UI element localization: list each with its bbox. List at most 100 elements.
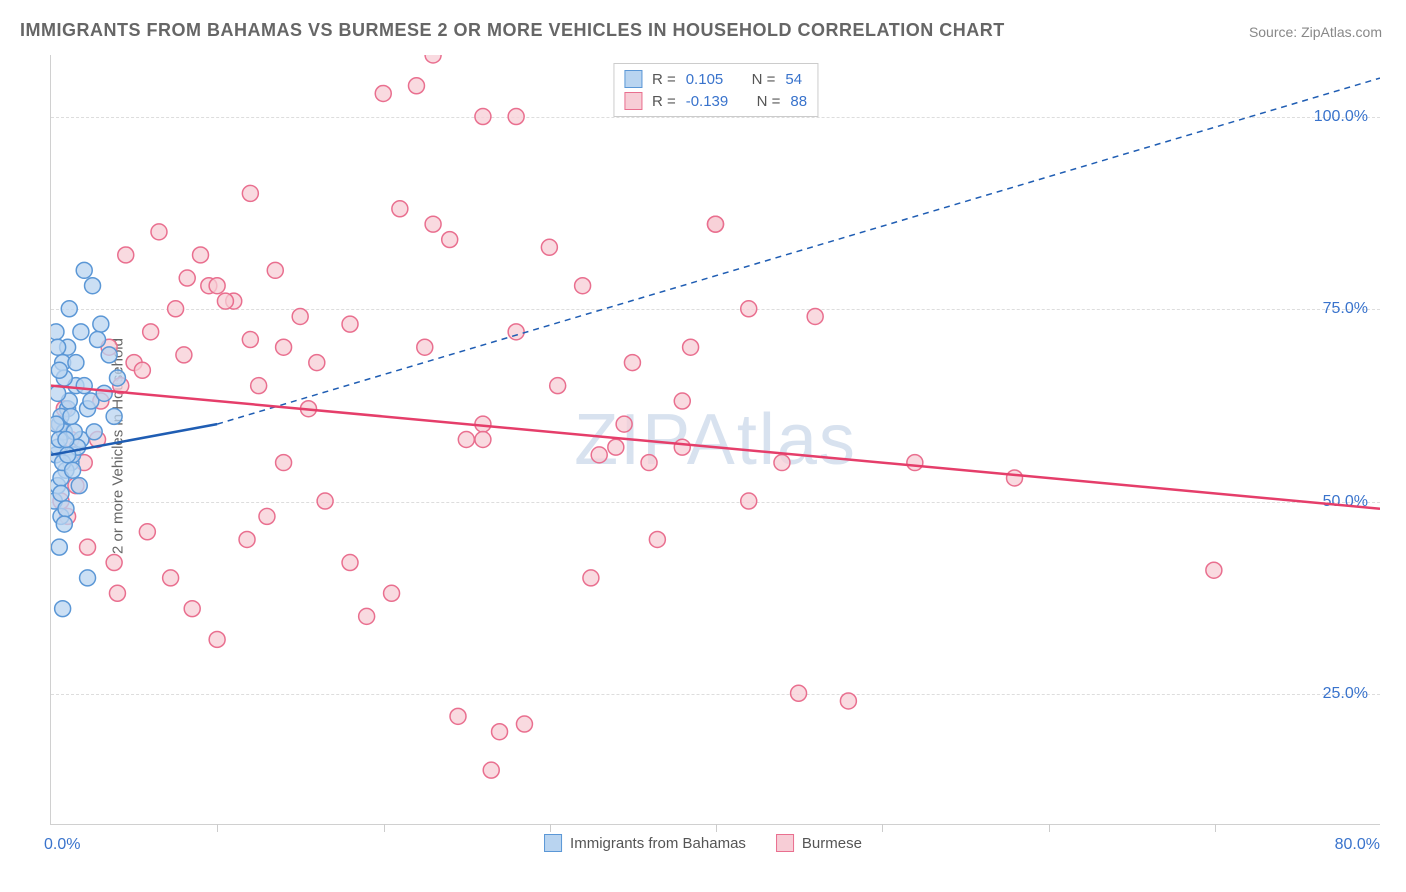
scatter-point-bahamas: [65, 462, 81, 478]
x-tick: [384, 824, 385, 832]
legend-swatch-bahamas: [544, 834, 562, 852]
correlation-stats-box: R = 0.105 N = 54 R = -0.139 N = 88: [613, 63, 818, 117]
scatter-point-burmese: [683, 339, 699, 355]
stat-r-value-bahamas: 0.105: [686, 71, 724, 88]
scatter-point-burmese: [118, 247, 134, 263]
scatter-point-burmese: [708, 216, 724, 232]
scatter-point-burmese: [259, 508, 275, 524]
scatter-point-burmese: [392, 201, 408, 217]
scatter-point-burmese: [550, 378, 566, 394]
scatter-point-bahamas: [106, 408, 122, 424]
scatter-point-burmese: [292, 308, 308, 324]
scatter-point-burmese: [239, 531, 255, 547]
scatter-point-burmese: [492, 724, 508, 740]
legend-label-burmese: Burmese: [802, 835, 862, 852]
scatter-point-bahamas: [61, 301, 77, 317]
scatter-point-burmese: [741, 493, 757, 509]
scatter-point-burmese: [168, 301, 184, 317]
scatter-point-burmese: [408, 78, 424, 94]
scatter-point-burmese: [1206, 562, 1222, 578]
scatter-point-bahamas: [58, 501, 74, 517]
plot-area: ZIPAtlas R = 0.105 N = 54 R = -0.139 N =…: [50, 55, 1380, 825]
scatter-point-burmese: [267, 262, 283, 278]
scatter-point-burmese: [616, 416, 632, 432]
stat-n-label: N =: [752, 71, 776, 88]
scatter-point-burmese: [143, 324, 159, 340]
scatter-point-burmese: [774, 455, 790, 471]
scatter-point-bahamas: [101, 347, 117, 363]
bottom-legend: Immigrants from Bahamas Burmese: [544, 834, 862, 852]
scatter-point-burmese: [516, 716, 532, 732]
scatter-point-bahamas: [51, 539, 67, 555]
scatter-point-burmese: [450, 708, 466, 724]
x-tick: [217, 824, 218, 832]
scatter-point-burmese: [217, 293, 233, 309]
scatter-point-burmese: [163, 570, 179, 586]
scatter-point-burmese: [483, 762, 499, 778]
scatter-point-bahamas: [109, 370, 125, 386]
scatter-point-burmese: [425, 216, 441, 232]
scatter-point-burmese: [309, 355, 325, 371]
scatter-point-burmese: [276, 455, 292, 471]
scatter-point-bahamas: [53, 485, 69, 501]
scatter-point-burmese: [840, 693, 856, 709]
scatter-point-burmese: [591, 447, 607, 463]
scatter-point-bahamas: [71, 478, 87, 494]
scatter-point-bahamas: [85, 278, 101, 294]
x-tick: [550, 824, 551, 832]
scatter-point-bahamas: [58, 432, 74, 448]
scatter-point-bahamas: [73, 324, 89, 340]
scatter-point-burmese: [425, 55, 441, 63]
scatter-point-burmese: [458, 432, 474, 448]
x-axis-max-label: 80.0%: [1335, 836, 1380, 854]
scatter-point-burmese: [674, 439, 690, 455]
scatter-point-bahamas: [68, 355, 84, 371]
stat-n-label: N =: [757, 93, 781, 110]
legend-item-burmese: Burmese: [776, 834, 862, 852]
source-attribution: Source: ZipAtlas.com: [1249, 24, 1382, 40]
scatter-point-bahamas: [86, 424, 102, 440]
scatter-point-burmese: [176, 347, 192, 363]
scatter-point-burmese: [109, 585, 125, 601]
scatter-point-burmese: [541, 239, 557, 255]
legend-swatch-burmese: [776, 834, 794, 852]
scatter-point-burmese: [179, 270, 195, 286]
scatter-point-bahamas: [93, 316, 109, 332]
chart-svg: [51, 55, 1380, 824]
scatter-point-burmese: [375, 85, 391, 101]
scatter-point-burmese: [508, 324, 524, 340]
stat-swatch-bahamas: [624, 70, 642, 88]
stat-swatch-burmese: [624, 92, 642, 110]
scatter-point-burmese: [342, 316, 358, 332]
scatter-point-burmese: [442, 232, 458, 248]
scatter-point-burmese: [791, 685, 807, 701]
scatter-point-burmese: [649, 531, 665, 547]
x-tick: [1049, 824, 1050, 832]
stat-row-bahamas: R = 0.105 N = 54: [624, 68, 807, 90]
x-tick: [1215, 824, 1216, 832]
scatter-point-burmese: [184, 601, 200, 617]
scatter-point-burmese: [276, 339, 292, 355]
legend-label-bahamas: Immigrants from Bahamas: [570, 835, 746, 852]
scatter-point-burmese: [575, 278, 591, 294]
scatter-point-bahamas: [51, 416, 64, 432]
scatter-point-burmese: [209, 278, 225, 294]
trend-extrapolate-bahamas: [217, 78, 1380, 424]
stat-n-value-burmese: 88: [790, 93, 807, 110]
scatter-point-bahamas: [76, 262, 92, 278]
scatter-point-burmese: [475, 432, 491, 448]
scatter-point-burmese: [193, 247, 209, 263]
scatter-point-burmese: [608, 439, 624, 455]
scatter-point-burmese: [384, 585, 400, 601]
scatter-point-bahamas: [60, 447, 76, 463]
scatter-point-burmese: [242, 185, 258, 201]
scatter-point-burmese: [475, 109, 491, 125]
scatter-point-bahamas: [76, 378, 92, 394]
scatter-point-bahamas: [51, 362, 67, 378]
scatter-point-burmese: [674, 393, 690, 409]
scatter-point-burmese: [641, 455, 657, 471]
scatter-point-burmese: [80, 539, 96, 555]
scatter-point-bahamas: [55, 601, 71, 617]
scatter-point-burmese: [907, 455, 923, 471]
scatter-point-bahamas: [80, 570, 96, 586]
